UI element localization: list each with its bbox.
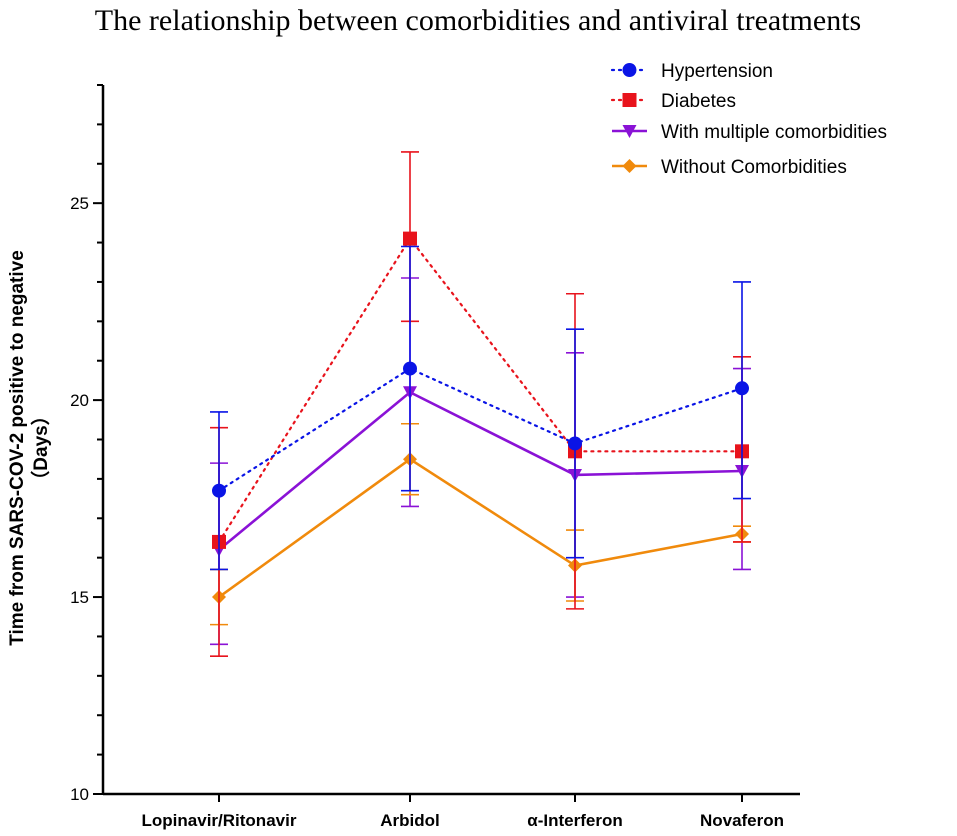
legend: Hypertension Diabetes With multiple comorb… xyxy=(610,61,887,178)
chart-title: The relationship between comorbidities a… xyxy=(95,4,861,37)
series-line xyxy=(218,390,743,551)
data-point xyxy=(403,231,417,246)
x-tick-labels: Lopinavir/Ritonavir Arbidol α-Interferon No… xyxy=(142,794,784,830)
legend-marker xyxy=(622,159,637,173)
data-point xyxy=(735,381,749,396)
data-point xyxy=(403,361,417,376)
legend-marker xyxy=(622,93,637,107)
y-tick-label: 20 xyxy=(70,391,89,410)
legend-label: Hypertension xyxy=(661,61,773,82)
series-diabetes xyxy=(210,151,751,657)
series-line xyxy=(217,367,744,492)
axes xyxy=(101,85,800,796)
legend-marker xyxy=(622,125,637,138)
y-tick-label: 15 xyxy=(70,588,89,607)
legend-label: Without Comorbidities xyxy=(661,157,847,178)
data-point xyxy=(212,483,226,498)
y-axis-title: Time from SARS-COV-2 positive to negativ… xyxy=(7,250,28,646)
series-without-comorbidities xyxy=(210,422,751,626)
x-tick-label: Novaferon xyxy=(700,811,784,830)
y-axis-unit: （Days） xyxy=(29,406,52,489)
data-point xyxy=(568,436,582,451)
legend-label: Diabetes xyxy=(661,91,736,112)
series-layer xyxy=(210,151,751,657)
x-tick-label: Arbidol xyxy=(380,811,440,830)
legend-marker xyxy=(622,63,637,77)
series-hypertension xyxy=(210,245,751,571)
x-tick-label: α-Interferon xyxy=(527,811,622,830)
x-tick-label: Lopinavir/Ritonavir xyxy=(142,811,297,830)
y-ticks: 10 15 20 25 xyxy=(70,84,103,804)
legend-label: With multiple comorbidities xyxy=(661,122,887,143)
series-line xyxy=(217,236,744,544)
y-tick-label: 10 xyxy=(70,785,89,804)
series-with-multiple-comorbidities xyxy=(210,277,751,646)
series-line xyxy=(218,457,743,599)
y-tick-label: 25 xyxy=(70,194,89,213)
